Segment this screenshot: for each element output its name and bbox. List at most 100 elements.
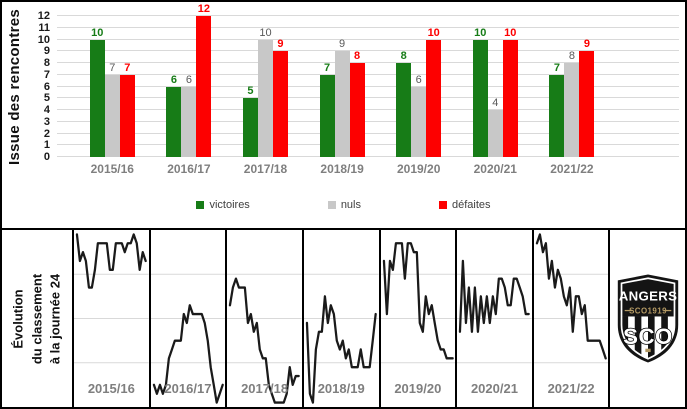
bar-nuls: 7: [104, 62, 120, 157]
gridline: [57, 156, 679, 157]
ranking-section: Évolution du classement à la journée 24 …: [2, 228, 685, 407]
bar-value-label: 4: [492, 97, 499, 109]
legend-item-nuls: nuls: [327, 199, 361, 211]
panel-season-label: 2021/22: [547, 381, 595, 396]
bar-victoires: 8: [396, 50, 412, 157]
y-tick-label: 4: [43, 104, 50, 116]
angers-sco-logo: ANGERS SCO1919 SCO: [617, 274, 678, 363]
ranking-title-line2: du classement: [28, 273, 44, 364]
bar-value-label: 8: [354, 50, 361, 62]
bar-défaites: 10: [426, 27, 442, 157]
panel-season-label: 2016/17: [164, 381, 212, 396]
bar-group-2019-20: 8 6 10: [380, 16, 457, 157]
logo-sco-letters: SCO: [623, 324, 673, 349]
y-tick-label: 9: [43, 45, 50, 58]
club-logo-panel: ANGERS SCO1919 SCO: [608, 230, 685, 407]
bar-value-label: 6: [185, 73, 192, 86]
gridline: [57, 85, 679, 87]
legend-swatch-victoires: [196, 201, 205, 209]
bar-value-label: 7: [324, 61, 331, 74]
bar-value-label: 10: [504, 26, 517, 39]
bar-défaites: 7: [119, 62, 135, 157]
bar-value-label: 7: [109, 61, 116, 74]
bar-nuls: 6: [411, 74, 427, 157]
ranking-title-line1: Évolution: [9, 288, 25, 349]
y-axis-title: Issue des rencontres: [6, 8, 23, 166]
bar-chart-section: Issue des rencontres 0 1 2 3 4 5 6 7 8 9 10 11 12 10…: [2, 2, 685, 228]
legend-item-victoires: victoires: [196, 199, 250, 211]
season-axis-label: 2020/21: [473, 162, 517, 176]
gridline: [57, 109, 679, 110]
bar-groups-layer: 10 7 7 6 6 12 5 10 9 7 9 8 8 6 10 10 4 10 7 8 9: [57, 3, 679, 157]
rank-panel-2020-21: 2020/21: [455, 230, 532, 407]
bar-group-2016-17: 6 6 12: [151, 3, 228, 157]
bar-défaites: 8: [349, 50, 365, 157]
y-axis-tick-labels: 0 1 2 3 4 5 6 7 8 9 10 11 12: [26, 10, 52, 163]
ranking-title-line3: à la journée 24: [47, 273, 63, 364]
bar-défaites: 10: [502, 27, 518, 157]
bar-victoires: 7: [549, 62, 565, 157]
y-tick-label: 2: [43, 127, 50, 140]
gridline: [57, 50, 679, 52]
legend-swatch-nuls: [327, 201, 336, 209]
logo-club-name: ANGERS: [618, 288, 677, 303]
bar-value-label: 6: [170, 73, 177, 86]
x-axis-labels: 2015/16 2016/17 2017/18 2018/19 2019/20 2020/…: [2, 162, 685, 180]
bar-nuls: 10: [257, 27, 273, 157]
bar-value-label: 9: [339, 38, 346, 51]
gridline-layer: [57, 15, 679, 157]
ranking-sparkline: [380, 242, 456, 364]
bar-value-label: 10: [474, 26, 487, 39]
legend: victoires nuls défaites: [2, 199, 685, 211]
bar-value-label: 10: [91, 26, 104, 39]
bar-group-2015-16: 10 7 7: [74, 16, 151, 157]
ranking-sparkline: [150, 273, 226, 404]
bar-value-label: 8: [568, 50, 575, 62]
gridline: [57, 144, 679, 146]
rank-panel-2016-17: 2016/17: [148, 230, 226, 407]
gridline: [57, 26, 679, 28]
bar-victoires: 5: [242, 85, 258, 157]
panel-season-label: 2019/20: [394, 381, 442, 396]
bar-value-label: 10: [427, 26, 440, 39]
bar-nuls: 6: [181, 74, 197, 157]
y-tick-label: 6: [43, 80, 50, 93]
panel-season-label: 2015/16: [87, 381, 135, 396]
gridline: [57, 120, 679, 122]
gridline: [57, 15, 679, 16]
rank-panel-2018-19: 2018/19: [301, 230, 379, 407]
ranking-sparkline: [533, 233, 609, 364]
gridline: [57, 62, 679, 63]
gridline: [57, 73, 679, 75]
y-tick-label: 1: [43, 139, 50, 152]
ranking-sparkline: [227, 273, 302, 404]
bar-défaites: 9: [579, 38, 595, 157]
bar-victoires: 10: [89, 27, 105, 157]
legend-item-défaites: défaites: [439, 199, 491, 211]
panel-season-label: 2018/19: [317, 381, 365, 396]
bar-victoires: 7: [319, 62, 335, 157]
gridline: [57, 97, 679, 99]
season-axis-label: 2016/17: [167, 162, 211, 176]
bar-group-2017-18: 5 10 9: [227, 16, 304, 157]
legend-label: nuls: [340, 199, 361, 211]
gridline: [57, 132, 679, 134]
ranking-sparkline: [74, 233, 149, 364]
season-axis-label: 2017/18: [243, 162, 288, 176]
bar-défaites: 12: [196, 3, 212, 157]
legend-swatch-défaites: [439, 201, 447, 209]
bar-value-label: 8: [400, 50, 407, 62]
bar-nuls: 9: [334, 38, 350, 157]
y-tick-label: 5: [43, 92, 50, 105]
bar-value-label: 9: [583, 38, 590, 51]
logo-band-text: SCO1919: [629, 307, 667, 316]
rank-panel-2021-22: 2021/22: [531, 230, 609, 407]
y-tick-label: 7: [43, 68, 50, 81]
panel-season-label: 2017/18: [241, 381, 289, 396]
ranking-panels: 2015/16 2016/17 2017/18 2018/19 2019/20 2020/…: [72, 230, 685, 407]
panel-season-label: 2020/21: [470, 381, 518, 396]
bar-value-label: 7: [124, 61, 131, 74]
